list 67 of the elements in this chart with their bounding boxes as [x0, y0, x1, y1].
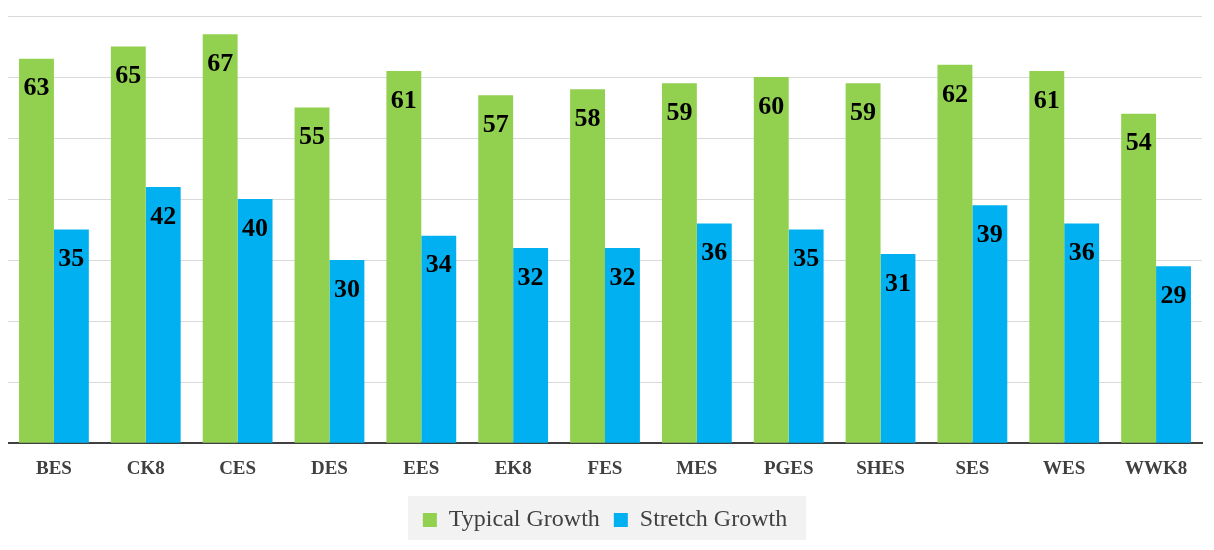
data-label: 61 — [390, 84, 417, 114]
bar — [1156, 266, 1191, 443]
bar — [110, 46, 146, 443]
bar — [1064, 223, 1100, 443]
data-label: 59 — [666, 96, 693, 126]
x-tick-label: CES — [219, 456, 257, 478]
data-label: 63 — [23, 72, 50, 102]
bar — [845, 83, 881, 443]
data-label: 29 — [1160, 279, 1187, 309]
bar — [19, 58, 54, 443]
legend-label: Typical Growth — [448, 505, 600, 532]
x-tick-label: CK8 — [126, 456, 165, 478]
bar — [570, 89, 605, 443]
bar — [329, 260, 365, 443]
data-label: 55 — [299, 121, 326, 151]
bar — [53, 229, 89, 443]
bar — [1121, 113, 1157, 443]
data-label: 32 — [517, 261, 544, 291]
x-tick-label: MES — [676, 456, 718, 478]
data-label: 59 — [850, 96, 877, 126]
data-label: 54 — [1125, 127, 1152, 157]
x-tick-label: EK8 — [494, 456, 532, 478]
x-tick-label: EES — [403, 456, 440, 478]
bar — [513, 247, 549, 443]
data-label: 65 — [115, 60, 142, 90]
bar — [937, 64, 973, 443]
x-tick-label: SES — [955, 456, 990, 478]
bar — [753, 77, 789, 443]
data-label: 35 — [58, 243, 85, 273]
data-label: 35 — [793, 243, 820, 273]
bar — [605, 247, 640, 443]
data-label: 57 — [482, 109, 509, 139]
data-label: 61 — [1033, 84, 1060, 114]
bar — [202, 34, 238, 443]
legend-label: Stretch Growth — [639, 505, 788, 532]
bar — [294, 107, 330, 443]
data-label: 42 — [150, 200, 177, 230]
data-label: 62 — [941, 78, 968, 108]
bar — [1029, 70, 1065, 443]
x-tick-label: WWK8 — [1124, 456, 1188, 478]
data-label: 34 — [425, 249, 452, 279]
x-tick-label: DES — [310, 456, 348, 478]
data-label: 39 — [976, 218, 1003, 248]
bar — [421, 235, 457, 443]
data-label: 67 — [207, 48, 234, 78]
data-label: 36 — [1068, 237, 1095, 267]
bar — [972, 205, 1008, 443]
bar — [386, 70, 422, 443]
x-tick-label: FES — [587, 456, 623, 478]
data-label: 58 — [574, 102, 601, 132]
bar — [880, 254, 916, 443]
bar — [478, 95, 514, 443]
bar — [696, 223, 732, 443]
data-label: 32 — [609, 261, 636, 291]
bar — [661, 83, 697, 443]
bar — [237, 199, 273, 443]
data-label: 40 — [242, 212, 269, 242]
data-label: 30 — [333, 273, 360, 303]
data-label: 36 — [701, 237, 728, 267]
bar — [788, 229, 824, 443]
x-tick-label: WES — [1043, 456, 1086, 478]
x-tick-label: PGES — [763, 456, 814, 478]
x-tick-label: SHES — [856, 456, 905, 478]
x-tick-label: BES — [35, 456, 72, 478]
data-label: 60 — [758, 90, 785, 120]
bar — [145, 186, 181, 443]
data-label: 31 — [884, 267, 911, 297]
